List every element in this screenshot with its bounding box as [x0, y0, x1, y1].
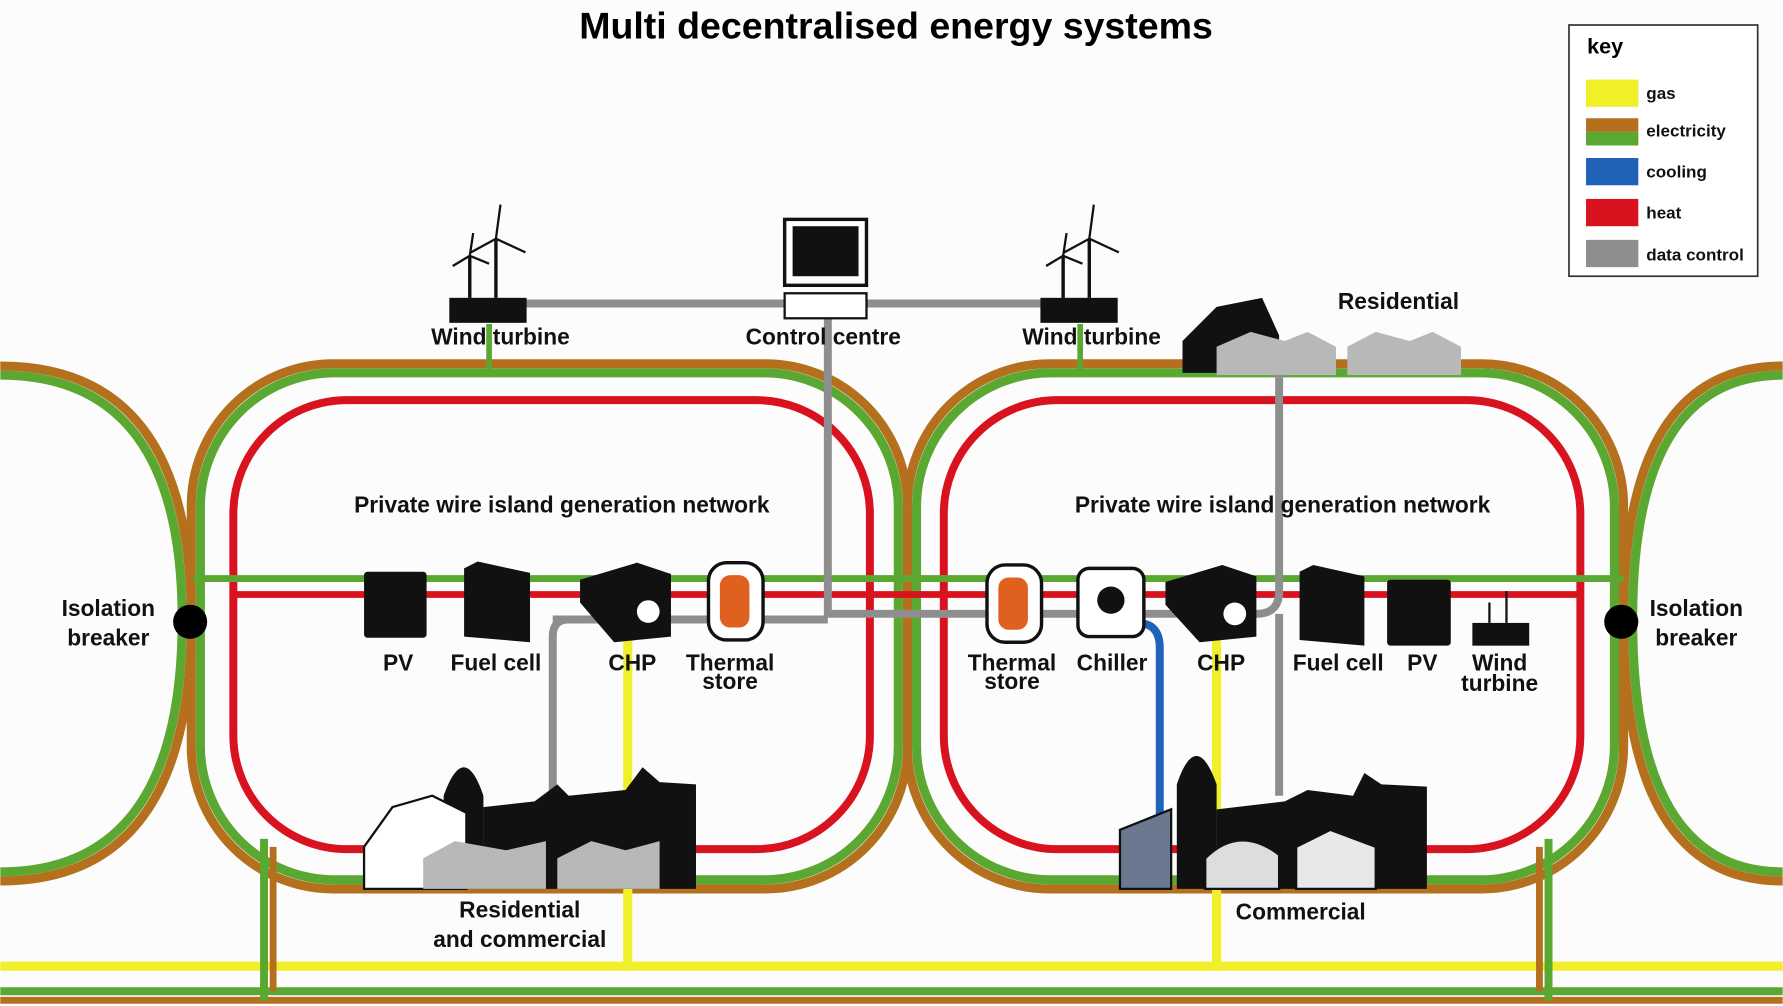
label: CHP — [1197, 650, 1245, 676]
isolation-breaker — [1604, 604, 1639, 639]
key: key gas electricity cooling heat data co… — [1568, 24, 1759, 278]
key-box — [1568, 24, 1759, 278]
data-control-line — [523, 299, 1284, 796]
electricity-feed — [486, 323, 1084, 370]
label: Isolation — [1650, 595, 1743, 621]
chiller-icon — [1076, 566, 1146, 639]
pv-icon — [1387, 579, 1451, 646]
thermal-store-icon — [706, 560, 765, 642]
key-swatch — [1586, 158, 1639, 186]
label: Control centre — [746, 323, 901, 349]
label: Residential — [1338, 288, 1459, 314]
label: turbine — [1461, 670, 1538, 696]
label: Residential — [459, 896, 580, 922]
label: Isolation — [62, 595, 155, 621]
key-swatch — [1586, 131, 1639, 146]
title: Multi decentralised energy systems — [579, 5, 1213, 47]
label: Wind — [1472, 650, 1527, 676]
isolation-breaker — [173, 604, 208, 639]
electricity-drop — [260, 838, 1553, 1001]
breakers — [173, 604, 1639, 639]
label: Private wire island generation network — [354, 492, 770, 518]
thermal-store-icon — [985, 563, 1044, 644]
key-label: cooling — [1646, 162, 1707, 181]
pv-icon — [364, 571, 427, 638]
labels: Wind turbine Control centre Wind turbine… — [62, 288, 1743, 952]
residential-commercial-icon — [362, 767, 696, 891]
key-title: key — [1587, 33, 1623, 58]
label: Thermal — [686, 650, 774, 676]
label: Wind turbine — [1022, 323, 1161, 349]
electricity-drop — [269, 846, 1543, 992]
key-label: electricity — [1646, 121, 1726, 140]
label: PV — [383, 650, 413, 676]
label: store — [984, 668, 1040, 694]
label: Fuel cell — [1293, 650, 1384, 676]
label: store — [702, 668, 758, 694]
wind-turbine-icon — [1040, 204, 1120, 323]
key-label: heat — [1646, 203, 1681, 222]
label: Wind turbine — [431, 323, 570, 349]
label: Private wire island generation network — [1075, 492, 1491, 518]
wind-turbine-icon — [449, 204, 527, 323]
label: PV — [1407, 650, 1437, 676]
key-swatch — [1586, 79, 1639, 107]
label: Thermal — [968, 650, 1056, 676]
computer-icon — [782, 217, 869, 320]
fuel-cell-icon — [1299, 564, 1365, 646]
key-label: gas — [1646, 84, 1675, 103]
label: Fuel cell — [450, 650, 541, 676]
chp-icon — [1165, 564, 1257, 643]
key-swatch — [1586, 118, 1639, 132]
fuel-cell-icon — [464, 561, 531, 643]
residential-icon — [1182, 297, 1461, 376]
wind-turbine-icon — [1472, 591, 1530, 646]
label: CHP — [608, 650, 656, 676]
commercial-icon — [1118, 755, 1427, 891]
label: and commercial — [433, 926, 606, 952]
icons — [362, 204, 1530, 891]
key-label: data control — [1646, 245, 1744, 264]
label: breaker — [1655, 625, 1737, 651]
key-swatch — [1586, 239, 1639, 268]
label: Chiller — [1077, 650, 1148, 676]
chp-icon — [580, 562, 671, 643]
key-swatch — [1586, 198, 1639, 227]
label: breaker — [67, 625, 149, 651]
label: Commercial — [1236, 899, 1366, 925]
